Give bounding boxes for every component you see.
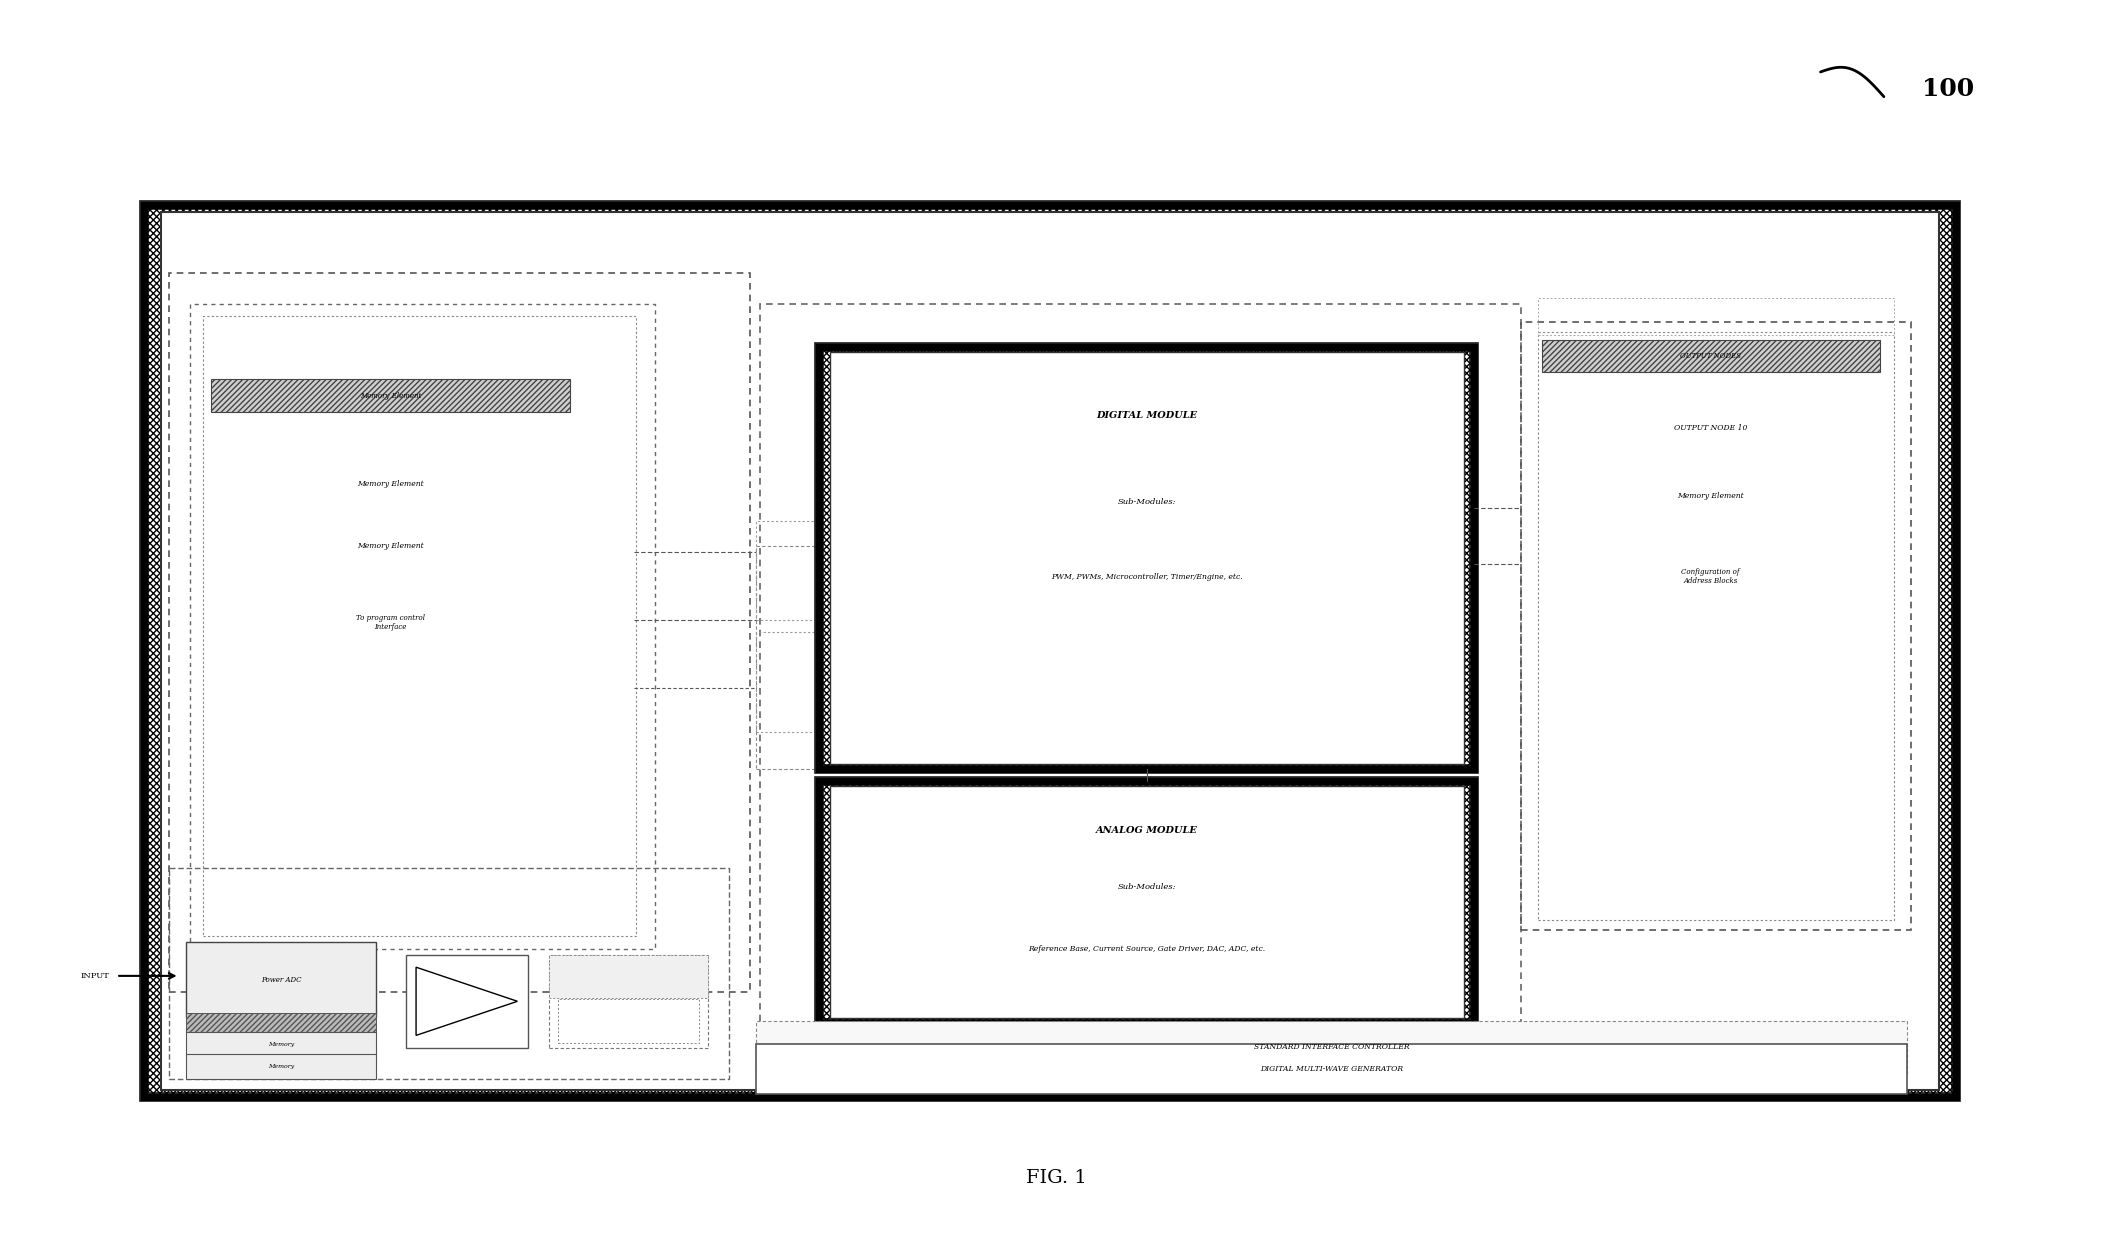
Bar <box>186 1032 376 1056</box>
Text: OUTPUT NODES: OUTPUT NODES <box>1681 352 1740 360</box>
Text: OUTPUT NODE 10: OUTPUT NODE 10 <box>1675 424 1747 432</box>
Text: To program control
Interface: To program control Interface <box>357 614 425 631</box>
Text: Memory Element: Memory Element <box>1677 492 1745 500</box>
Bar <box>756 1044 1907 1094</box>
Bar <box>830 352 1464 764</box>
Text: PWM, PWMs, Microcontroller, Timer/Engine, etc.: PWM, PWMs, Microcontroller, Timer/Engine… <box>1052 573 1242 580</box>
Bar <box>756 632 824 732</box>
Bar <box>190 304 655 949</box>
Bar <box>1521 322 1911 930</box>
Bar <box>144 205 1956 1097</box>
Bar <box>819 781 1474 1023</box>
Text: Sub-Modules:: Sub-Modules: <box>1117 498 1176 506</box>
Bar <box>830 786 1464 1018</box>
Bar <box>830 352 1464 764</box>
Text: 100: 100 <box>1922 77 1975 102</box>
Bar <box>186 1054 376 1079</box>
Bar <box>161 212 1939 1090</box>
Text: Memory Element: Memory Element <box>357 542 425 549</box>
Bar <box>558 999 699 1043</box>
Bar <box>144 205 1956 1097</box>
Bar <box>203 316 636 936</box>
Bar <box>760 304 1521 1023</box>
Bar <box>819 347 1474 769</box>
Bar <box>756 1021 1907 1073</box>
Text: DIGITAL MODULE: DIGITAL MODULE <box>1096 410 1198 420</box>
Text: INPUT: INPUT <box>80 972 110 980</box>
Bar <box>406 955 528 1048</box>
Bar <box>1538 332 1894 920</box>
Text: Memory Element: Memory Element <box>357 480 425 487</box>
Bar <box>819 781 1474 1023</box>
Text: Sub-Modules:: Sub-Modules: <box>1117 883 1176 890</box>
Text: DIGITAL MULTI-WAVE GENERATOR: DIGITAL MULTI-WAVE GENERATOR <box>1261 1065 1402 1073</box>
Text: ANALOG MODULE: ANALOG MODULE <box>1096 826 1198 836</box>
Text: Memory: Memory <box>268 1064 294 1069</box>
Bar <box>819 347 1474 769</box>
Bar <box>830 786 1464 1018</box>
Text: Power ADC: Power ADC <box>260 976 302 983</box>
Bar <box>186 942 376 1017</box>
Bar <box>211 379 570 412</box>
Bar <box>549 955 708 998</box>
Bar <box>1538 298 1894 335</box>
Bar <box>549 955 708 1048</box>
Bar <box>169 868 729 1079</box>
Bar <box>756 546 824 769</box>
Text: Memory Element: Memory Element <box>359 392 422 399</box>
Text: Reference Base, Current Source, Gate Driver, DAC, ADC, etc.: Reference Base, Current Source, Gate Dri… <box>1029 945 1265 952</box>
Bar <box>756 521 824 620</box>
Text: STANDARD INTERFACE CONTROLLER: STANDARD INTERFACE CONTROLLER <box>1255 1043 1409 1050</box>
Text: Memory: Memory <box>268 1042 294 1047</box>
Text: Configuration of
Address Blocks: Configuration of Address Blocks <box>1681 568 1740 585</box>
Bar <box>169 273 750 992</box>
Text: FIG. 1: FIG. 1 <box>1026 1169 1086 1187</box>
Bar <box>186 1013 376 1035</box>
Bar <box>161 212 1939 1090</box>
Bar <box>1542 340 1880 372</box>
Polygon shape <box>416 967 517 1035</box>
